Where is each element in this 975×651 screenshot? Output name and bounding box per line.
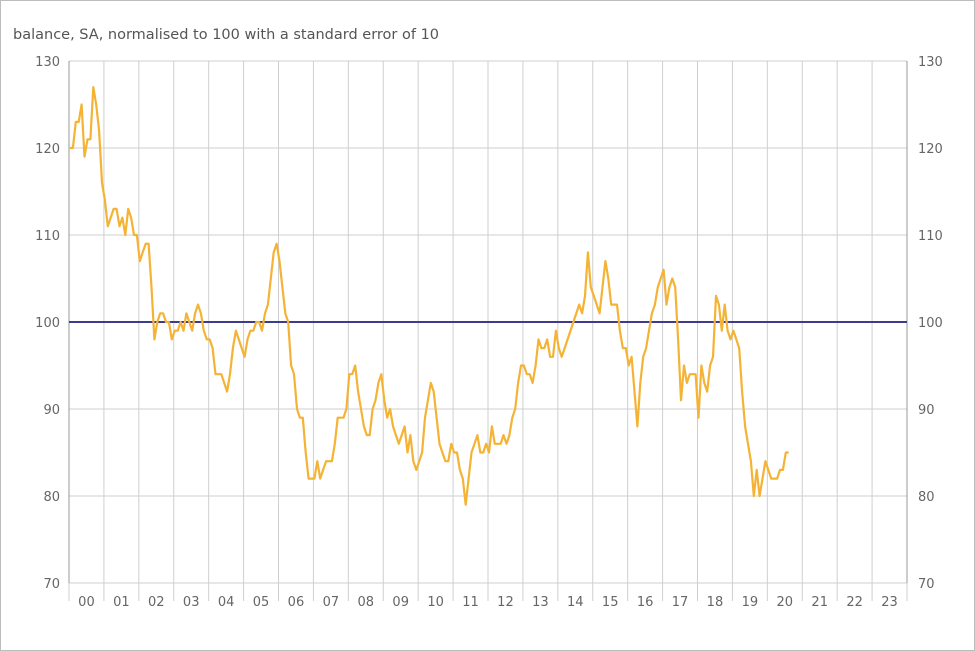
x-tick-label: 15 <box>602 595 619 610</box>
x-tick-label: 06 <box>288 595 305 610</box>
x-tick-label: 02 <box>148 595 165 610</box>
y-tick-label-left: 110 <box>35 229 60 244</box>
x-tick-label: 03 <box>183 595 200 610</box>
x-tick-label: 16 <box>637 595 654 610</box>
x-tick-label: 05 <box>253 595 270 610</box>
y-tick-label-left: 70 <box>43 577 60 592</box>
x-tick-label: 21 <box>811 595 828 610</box>
x-tick-label: 07 <box>323 595 340 610</box>
y-tick-label-left: 100 <box>35 316 60 331</box>
y-tick-label-left: 130 <box>35 55 60 70</box>
x-tick-label: 13 <box>532 595 549 610</box>
y-tick-label-left: 120 <box>35 142 60 157</box>
y-tick-label-right: 70 <box>918 577 935 592</box>
x-tick-label: 12 <box>497 595 514 610</box>
x-tick-label: 00 <box>78 595 95 610</box>
x-tick-label: 18 <box>707 595 724 610</box>
x-tick-label: 14 <box>567 595 584 610</box>
x-tick-label: 19 <box>742 595 759 610</box>
series-line <box>70 85 789 506</box>
x-tick-label: 08 <box>358 595 375 610</box>
chart-title: balance, SA, normalised to 100 with a st… <box>13 27 439 43</box>
y-tick-label-right: 110 <box>918 229 943 244</box>
x-tick-label: 09 <box>392 595 409 610</box>
x-tick-label: 11 <box>462 595 479 610</box>
y-tick-label-left: 80 <box>43 490 60 505</box>
y-tick-label-right: 100 <box>918 316 943 331</box>
x-tick-label: 01 <box>113 595 130 610</box>
y-tick-label-right: 80 <box>918 490 935 505</box>
y-tick-label-right: 130 <box>918 55 943 70</box>
x-tick-label: 20 <box>777 595 794 610</box>
x-tick-label: 04 <box>218 595 235 610</box>
x-tick-label: 23 <box>881 595 898 610</box>
x-tick-label: 17 <box>672 595 689 610</box>
y-tick-label-right: 90 <box>918 403 935 418</box>
x-tick-label: 22 <box>846 595 863 610</box>
y-tick-label-right: 120 <box>918 142 943 157</box>
y-tick-label-left: 90 <box>43 403 60 418</box>
x-tick-label: 10 <box>427 595 444 610</box>
